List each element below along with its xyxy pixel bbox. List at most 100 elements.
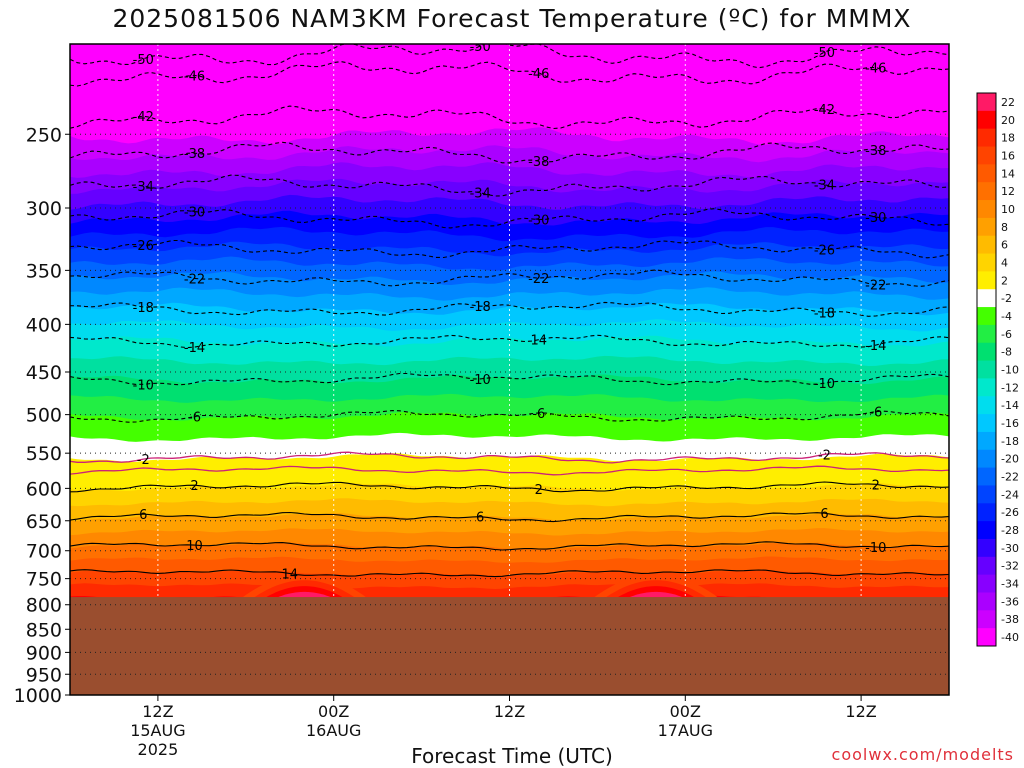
isotherm--6 <box>70 410 949 423</box>
isotherm-label--18-0: -18 <box>133 301 154 316</box>
isotherm-label--30-1: -30 <box>528 214 549 229</box>
colorbar-swatch-16 <box>977 146 996 165</box>
colorbar-swatch-2 <box>977 271 996 290</box>
isotherm-label--6-0: -6 <box>188 411 201 426</box>
isotherm-label--2-1: -2 <box>818 448 831 463</box>
isotherm-14 <box>70 569 949 578</box>
colorbar-label--14: -14 <box>1001 399 1019 412</box>
ytick-label-800: 800 <box>26 595 62 617</box>
ytick-label-400: 400 <box>26 314 62 336</box>
isotherm-label--26-0: -26 <box>133 239 154 254</box>
colorbar-swatch--30 <box>977 538 996 558</box>
isotherm-label--42-1: -42 <box>814 103 835 118</box>
isotherm-label--10-0: -10 <box>133 378 154 393</box>
y-axis-ticks: 2503003504004505005506006507007508008509… <box>14 124 70 707</box>
ytick-label-350: 350 <box>26 260 62 282</box>
xtick-label-2-0: 12Z <box>494 702 525 721</box>
colorbar-swatch--36 <box>977 592 996 611</box>
isotherm-label-10-0: 10 <box>186 539 203 554</box>
colorbar-swatch--16 <box>977 414 996 433</box>
colorbar-label--2: -2 <box>1001 292 1012 305</box>
isotherm-label--34-0: -34 <box>133 180 154 195</box>
colorbar-label-22: 22 <box>1001 96 1015 109</box>
colorbar-label-18: 18 <box>1001 132 1015 145</box>
isotherm-label-6-0: 6 <box>139 508 147 523</box>
isotherm--22 <box>70 269 949 287</box>
isotherm--18 <box>70 301 949 317</box>
colorbar-swatch--12 <box>977 378 996 397</box>
isotherm-label-2-1: 2 <box>535 483 543 498</box>
x-axis-title: Forecast Time (UTC) <box>411 744 613 768</box>
isotherm-label--38-2: -38 <box>865 144 886 159</box>
isotherm--38 <box>70 141 949 164</box>
isotherm-label--22-1: -22 <box>528 272 549 287</box>
colorbar-label-20: 20 <box>1001 114 1015 127</box>
colorbar-label--28: -28 <box>1001 524 1019 537</box>
colorbar-label--26: -26 <box>1001 506 1019 519</box>
isotherm-label--38-0: -38 <box>184 147 205 162</box>
colorbar-label--20: -20 <box>1001 453 1019 466</box>
isotherm--34 <box>70 174 949 197</box>
ytick-label-850: 850 <box>26 619 62 641</box>
source-credit[interactable]: coolwx.com/modelts <box>831 745 1014 764</box>
isotherm-label--42-0: -42 <box>133 110 154 125</box>
colorbar-label--10: -10 <box>1001 364 1019 377</box>
isotherm-label-2-0: 2 <box>190 479 198 494</box>
xtick-label-1-0: 00Z <box>318 702 349 721</box>
xtick-label-3-1: 17AUG <box>658 721 713 740</box>
colorbar-label--24: -24 <box>1001 488 1019 501</box>
colorbar-swatch--38 <box>977 610 996 629</box>
ytick-label-950: 950 <box>26 664 62 686</box>
isotherm--42 <box>70 105 949 130</box>
colorbar-label--6: -6 <box>1001 328 1012 341</box>
xtick-label-0-1: 15AUG <box>130 721 185 740</box>
xtick-label-3-0: 00Z <box>670 702 701 721</box>
colorbar-swatch-12 <box>977 182 996 201</box>
ytick-label-700: 700 <box>26 541 62 563</box>
colorbar-label-16: 16 <box>1001 149 1015 162</box>
colorbar-label--38: -38 <box>1001 613 1019 626</box>
colorbar-label--30: -30 <box>1001 542 1019 555</box>
isotherm-label--14-1: 14 <box>531 334 548 349</box>
colorbar-label--4: -4 <box>1001 310 1012 323</box>
colorbar-swatch--22 <box>977 467 996 486</box>
isotherm-label-14-0: 14 <box>281 568 298 583</box>
isotherm-label--34-1: -34 <box>470 187 491 202</box>
isotherm-label--18-1: -18 <box>470 300 491 315</box>
colorbar-swatch--24 <box>977 485 996 504</box>
colorbar-swatch--34 <box>977 574 996 593</box>
isotherm--50 <box>70 44 949 69</box>
colorbar-label--40: -40 <box>1001 631 1019 644</box>
colorbar-swatch-22 <box>977 93 996 112</box>
isotherm--26 <box>70 239 949 259</box>
isotherm--2 <box>70 451 949 464</box>
isotherm-label--18-2: -18 <box>814 306 835 321</box>
colorbar-label--22: -22 <box>1001 471 1019 484</box>
isotherm-label--6-1: -6 <box>532 407 545 422</box>
xtick-label-1-1: 16AUG <box>306 721 361 740</box>
colorbar-label--32: -32 <box>1001 560 1019 573</box>
colorbar-label-4: 4 <box>1001 256 1008 269</box>
colorbar-label--36: -36 <box>1001 595 1019 608</box>
terrain-below-surface <box>70 597 949 695</box>
isotherm-label--26-1: -26 <box>814 243 835 258</box>
colorbar-swatch--6 <box>977 324 996 344</box>
ytick-label-750: 750 <box>26 569 62 591</box>
isotherm-label--22-2: -22 <box>865 279 886 294</box>
colorbar-swatch--4 <box>977 307 996 326</box>
ytick-label-1000: 1000 <box>14 685 62 707</box>
isotherm-10 <box>70 541 949 551</box>
colorbar-label--8: -8 <box>1001 346 1012 359</box>
colorbar-swatch--2 <box>977 289 996 308</box>
ytick-label-600: 600 <box>26 478 62 500</box>
xtick-label-0-2: 2025 <box>138 740 179 759</box>
isotherm-label--46-1: -46 <box>528 67 549 82</box>
ytick-label-300: 300 <box>26 198 62 220</box>
isotherm--46 <box>70 61 949 87</box>
ytick-label-450: 450 <box>26 362 62 384</box>
colorbar-swatch-20 <box>977 110 996 130</box>
colorbar-swatch--28 <box>977 521 996 540</box>
colorbar-label--12: -12 <box>1001 381 1019 394</box>
colorbar-label-14: 14 <box>1001 167 1015 180</box>
